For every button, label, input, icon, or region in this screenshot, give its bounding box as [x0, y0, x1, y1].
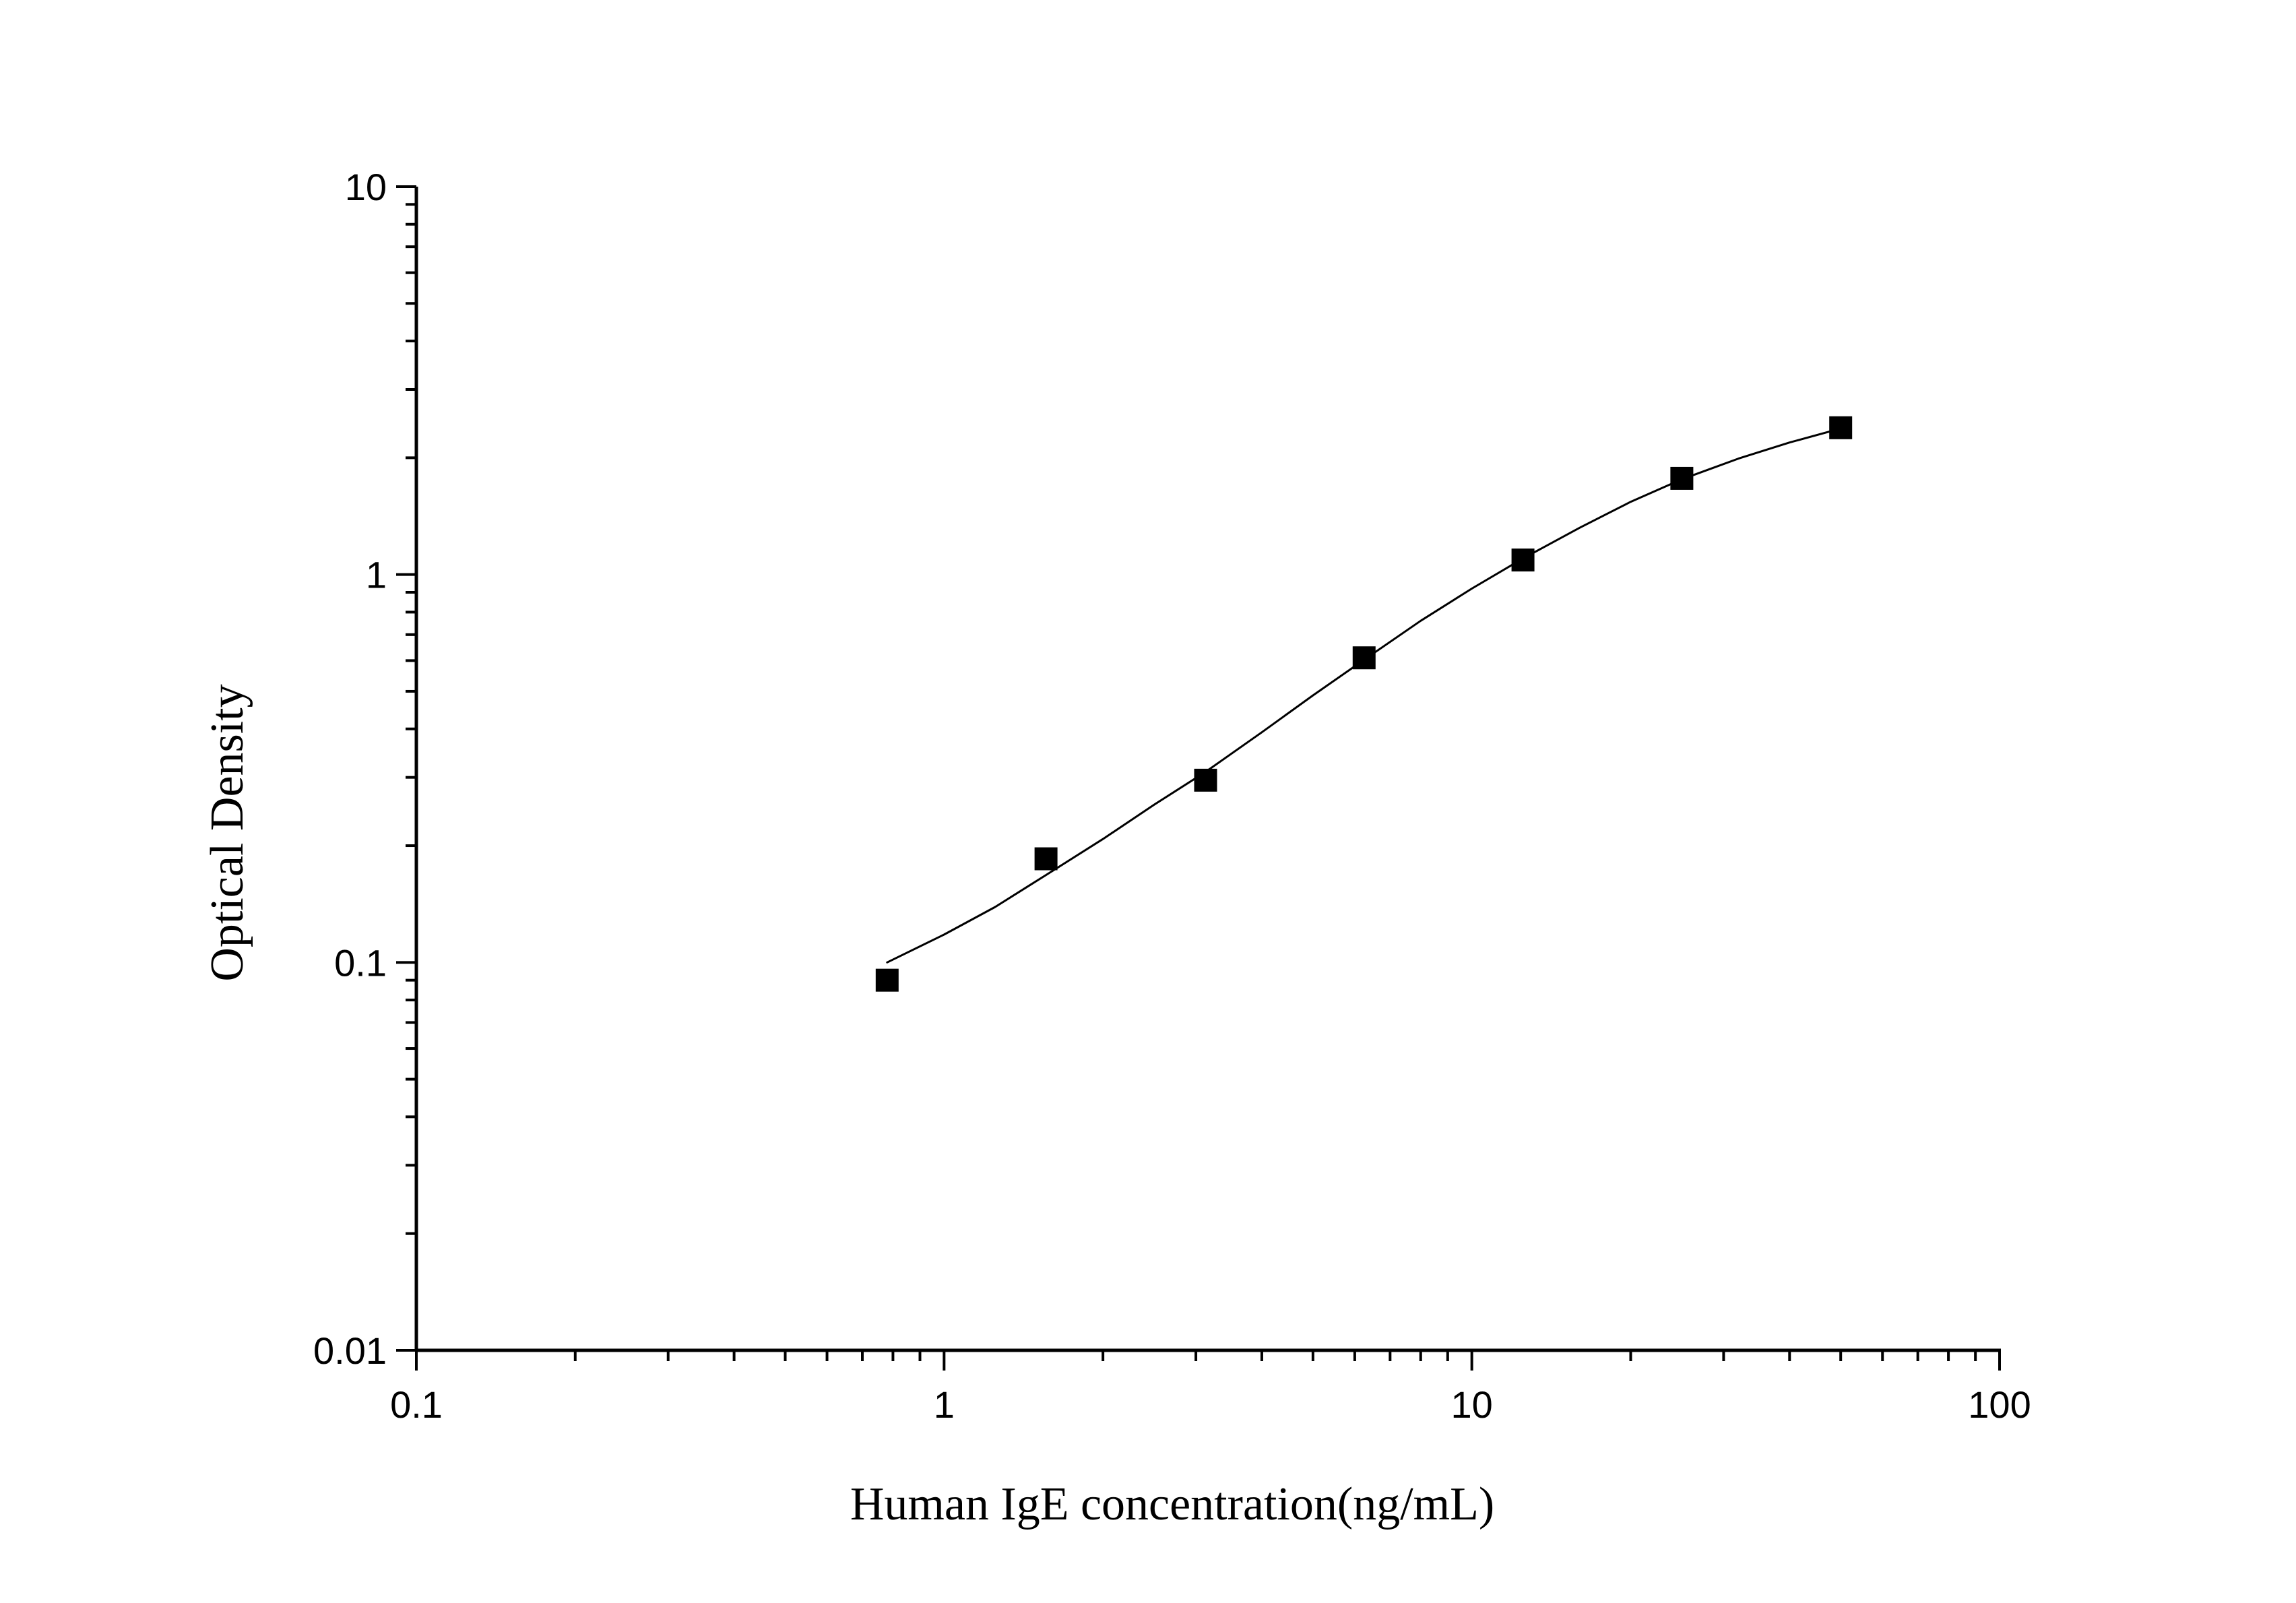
y-tick-label: 0.01: [313, 1329, 387, 1372]
x-tick-label: 100: [1968, 1383, 2031, 1426]
y-axis-title: Optical Density: [201, 684, 253, 981]
y-tick-label: 1: [366, 554, 387, 596]
data-point: [1194, 768, 1217, 792]
y-tick-label: 10: [345, 166, 387, 208]
data-point: [1034, 847, 1058, 871]
data-point: [1511, 548, 1535, 572]
x-tick-label: 10: [1451, 1383, 1493, 1426]
x-axis-title: Human IgE concentration(ng/mL): [850, 1478, 1494, 1530]
data-point: [1352, 646, 1376, 670]
data-point: [875, 968, 899, 992]
data-point: [1829, 416, 1853, 439]
y-tick-label: 0.1: [334, 941, 387, 984]
x-tick-label: 1: [934, 1383, 955, 1426]
x-tick-label: 0.1: [390, 1383, 443, 1426]
data-point: [1670, 466, 1694, 490]
data-points-layer: [875, 416, 1853, 992]
